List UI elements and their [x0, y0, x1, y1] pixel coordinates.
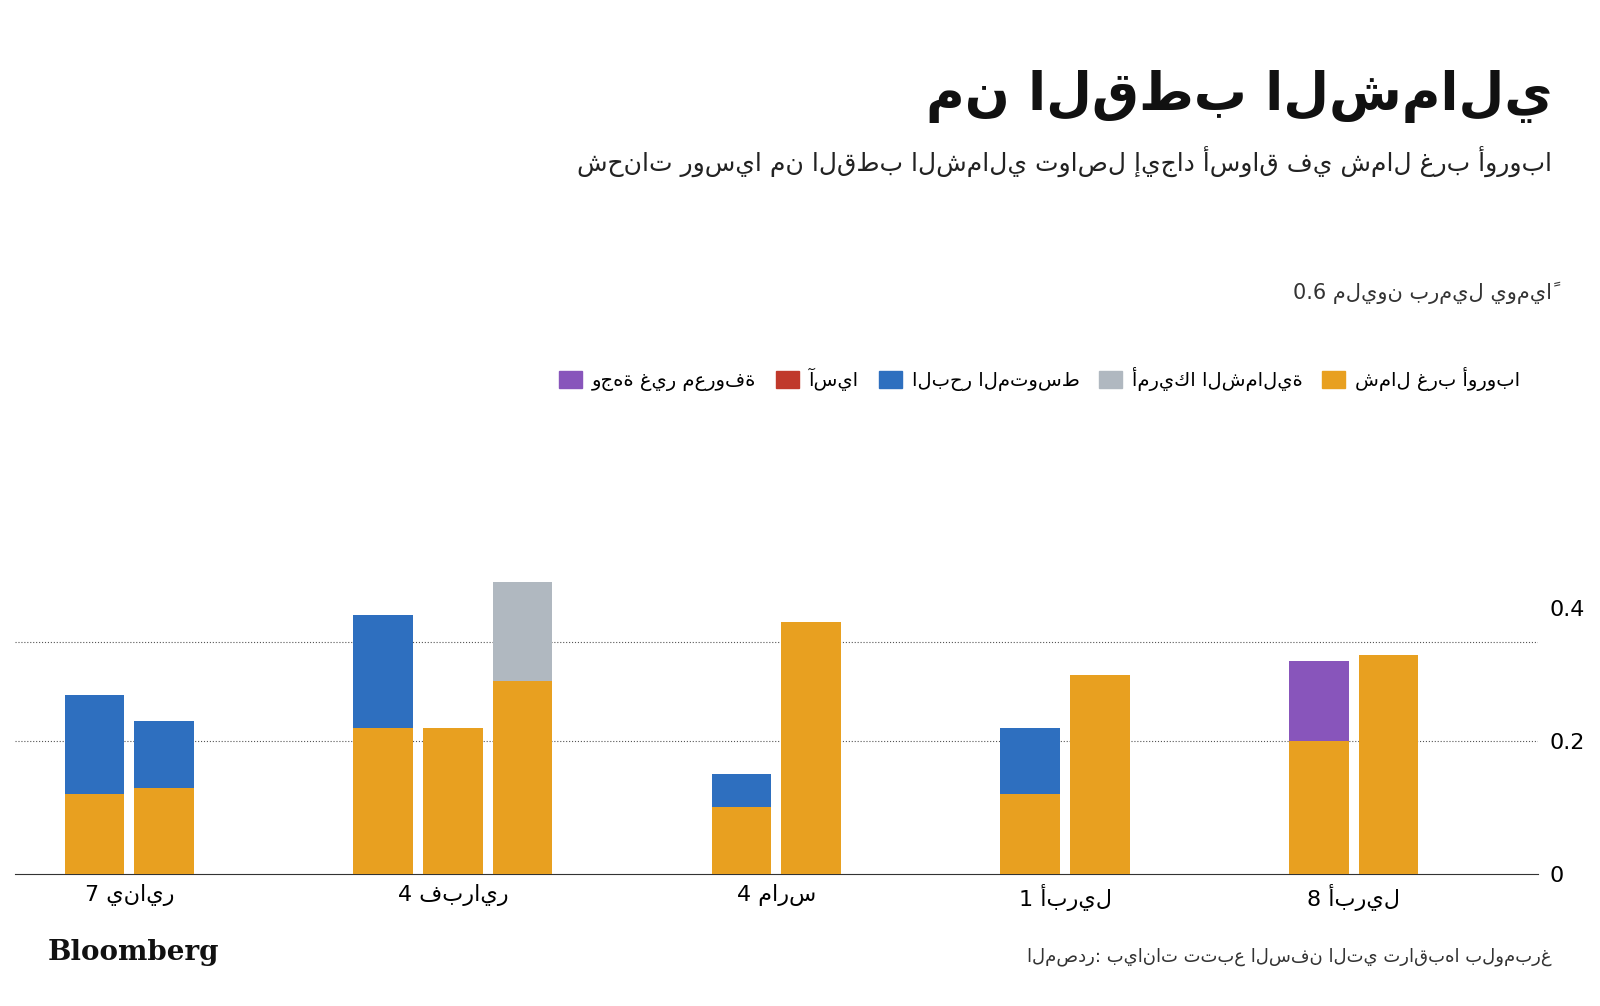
Legend: وجهة غير معروفة, آسيا, البحر المتوسط, أمريكا الشمالية, شمال غرب أوروبا: وجهة غير معروفة, آسيا, البحر المتوسط, أم…: [552, 359, 1528, 398]
Bar: [1290, 662, 1349, 741]
Text: المصدر: بيانات تتبع السفن التي تراقبها بلومبرغ: المصدر: بيانات تتبع السفن التي تراقبها ب…: [1027, 948, 1552, 966]
Bar: [1070, 675, 1130, 874]
Bar: [354, 615, 413, 727]
Bar: [64, 794, 125, 874]
Bar: [354, 727, 413, 874]
Bar: [1290, 741, 1349, 874]
Bar: [422, 727, 483, 874]
Text: من القطب الشمالي: من القطب الشمالي: [925, 70, 1552, 124]
Bar: [1000, 794, 1061, 874]
Bar: [1000, 727, 1061, 794]
Bar: [712, 808, 771, 874]
Text: 0.6 مليون برميل يومياً: 0.6 مليون برميل يومياً: [1293, 282, 1552, 304]
Bar: [64, 695, 125, 794]
Bar: [493, 581, 552, 681]
Text: شحنات روسيا من القطب الشمالي تواصل إيجاد أسواق في شمال غرب أوروبا: شحنات روسيا من القطب الشمالي تواصل إيجاد…: [578, 146, 1552, 177]
Bar: [712, 775, 771, 808]
Bar: [781, 622, 842, 874]
Bar: [134, 721, 194, 788]
Bar: [134, 788, 194, 874]
Bar: [1358, 655, 1418, 874]
Bar: [493, 681, 552, 874]
Text: Bloomberg: Bloomberg: [48, 939, 219, 966]
